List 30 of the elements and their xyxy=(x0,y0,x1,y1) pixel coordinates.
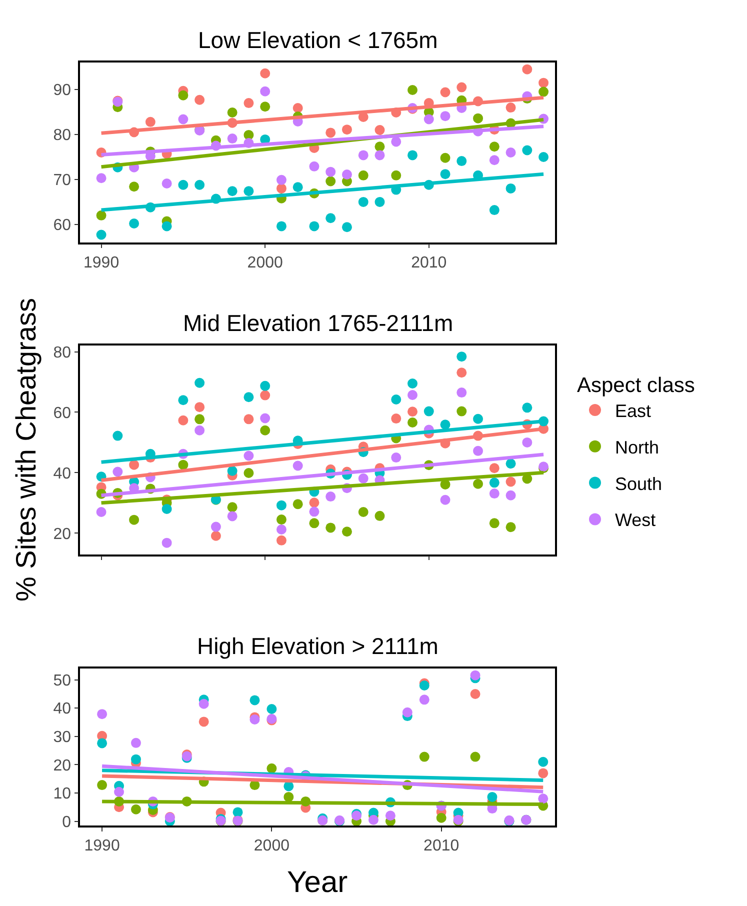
chart-title: Mid Elevation 1765-2111m xyxy=(183,310,454,336)
y-tick-label: 60 xyxy=(53,404,72,422)
x-tick-label: 1990 xyxy=(84,837,120,854)
x-tick-label: 2000 xyxy=(247,254,283,272)
legend-label: West xyxy=(615,510,656,530)
x-axis-title: Year xyxy=(287,866,348,899)
x-tick-label: 2000 xyxy=(254,837,290,854)
legend-label: East xyxy=(615,401,652,422)
y-tick-label: 80 xyxy=(53,344,72,362)
y-axis-title: % Sites with Cheatgrass xyxy=(10,298,42,602)
x-tick-label: 1990 xyxy=(83,254,120,272)
x-tick-label: 2010 xyxy=(411,254,447,272)
y-tick-label: 60 xyxy=(53,217,72,234)
y-tick-label: 90 xyxy=(53,82,72,100)
legend-title: Aspect class xyxy=(577,374,695,397)
y-tick-label: 20 xyxy=(53,526,72,543)
y-tick-label: 80 xyxy=(53,127,72,144)
y-tick-label: 0 xyxy=(62,814,72,831)
legend-label: North xyxy=(615,437,660,458)
y-tick-label: 10 xyxy=(53,786,72,803)
y-tick-label: 50 xyxy=(53,672,72,690)
x-tick-label: 2010 xyxy=(424,837,460,854)
legend-label: South xyxy=(615,474,662,494)
chart-title: High Elevation > 2111m xyxy=(197,633,438,659)
y-tick-label: 20 xyxy=(53,757,72,774)
y-tick-label: 70 xyxy=(53,172,72,190)
y-tick-label: 40 xyxy=(53,700,72,718)
y-tick-label: 40 xyxy=(53,465,72,482)
y-tick-label: 30 xyxy=(53,729,72,746)
chart-title: Low Elevation < 1765m xyxy=(198,27,438,53)
